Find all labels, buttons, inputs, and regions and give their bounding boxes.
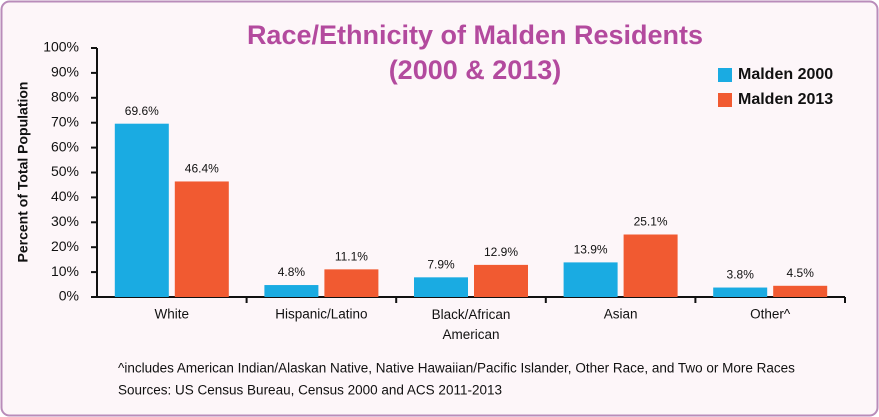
bar [474,264,528,297]
y-tick-label: 30% [51,213,79,229]
bar [114,123,169,297]
y-tick-label: 20% [51,238,79,254]
x-tick-label: Other^ [750,307,791,322]
bar [264,285,319,297]
footnote: Sources: US Census Bureau, Census 2000 a… [118,383,502,398]
bar [563,262,618,297]
x-tick-label: Asian [604,307,638,322]
y-tick-label: 40% [51,188,79,204]
y-tick-label: 90% [51,64,79,80]
y-tick-label: 50% [51,163,79,179]
data-label: 4.5% [787,266,815,280]
bar [623,234,678,297]
y-tick-label: 100% [43,39,79,55]
data-label: 46.4% [185,162,219,176]
data-label: 13.9% [574,243,608,257]
data-label: 25.1% [634,215,668,229]
x-tick-label: Hispanic/Latino [275,307,367,322]
chart-title: Race/Ethnicity of Malden Residents [247,20,703,50]
legend-swatch [718,93,732,107]
y-tick-label: 0% [59,288,79,304]
y-tick-label: 70% [51,113,79,129]
legend-label: Malden 2013 [738,91,833,108]
data-label: 11.1% [335,250,368,264]
y-tick-label: 10% [51,263,79,279]
bar [414,277,468,297]
data-label: 3.8% [727,268,755,282]
data-label: 4.8% [278,265,306,279]
x-tick-label: Black/African American [432,307,511,342]
y-tick-label: 80% [51,89,79,105]
bar [174,181,229,297]
bar [324,269,379,297]
data-label: 7.9% [427,258,455,272]
y-axis-label: Percent of Total Population [15,82,31,263]
footnote: ^includes American Indian/Alaskan Native… [118,361,795,376]
x-tick-label: White [155,307,190,322]
data-label: 69.6% [125,104,159,118]
y-tick-label: 60% [51,138,79,154]
bar [713,287,768,297]
data-label: 12.9% [484,245,518,259]
chart-subtitle: (2000 & 2013) [389,55,562,85]
legend-swatch [718,68,732,82]
bar [773,285,828,297]
legend-label: Malden 2000 [738,66,833,83]
